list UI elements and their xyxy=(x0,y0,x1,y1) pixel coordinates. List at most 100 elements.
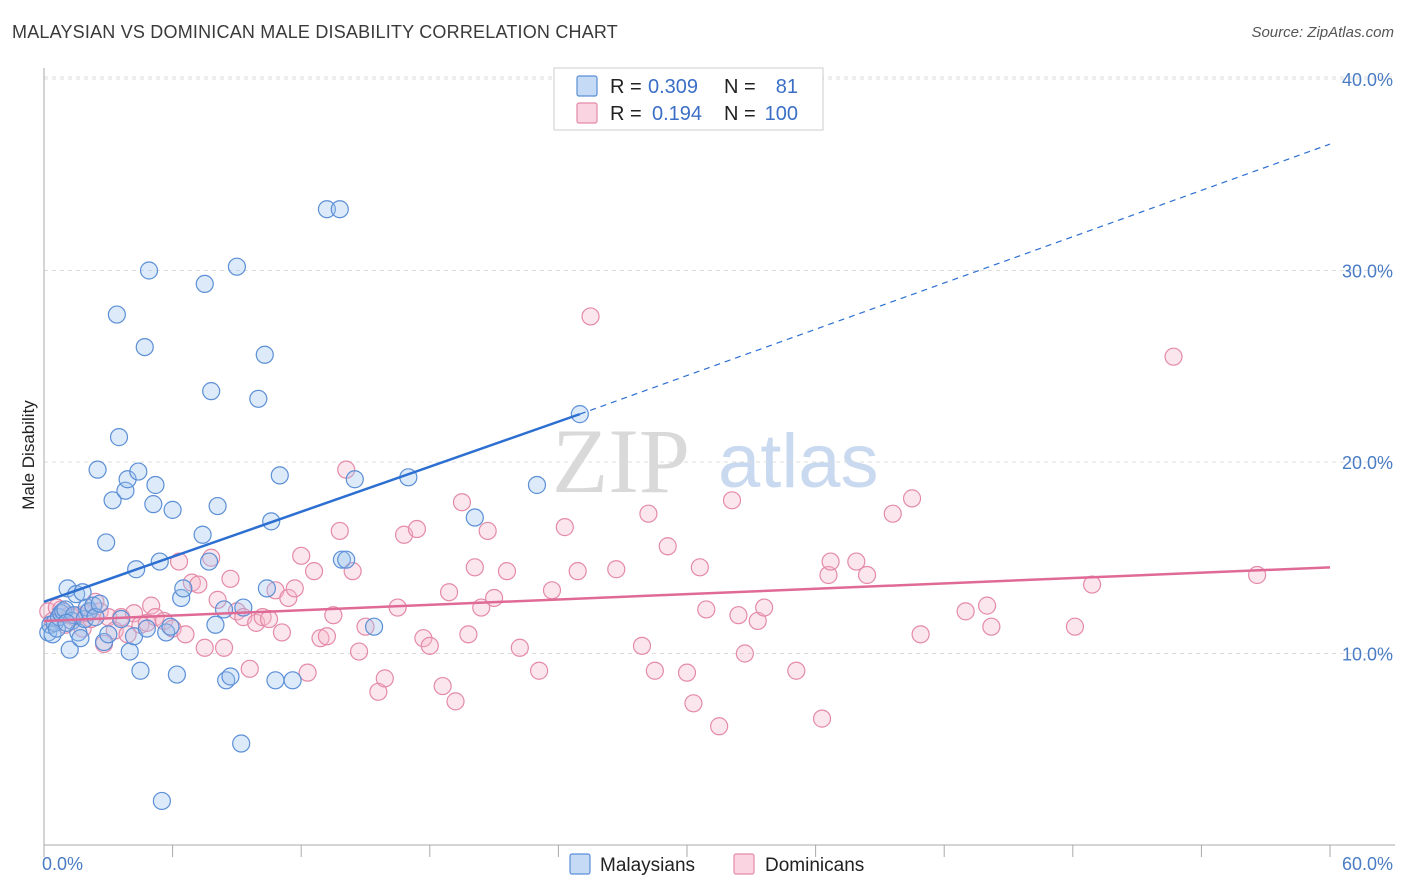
dominicans-trend-line xyxy=(43,566,1331,623)
malaysians-point-77 xyxy=(465,508,484,527)
stats-legend-swatch-malaysians xyxy=(576,75,598,97)
malaysians-point-42 xyxy=(146,475,165,495)
stats-legend-box xyxy=(553,67,824,131)
dominicans-point-105 xyxy=(1065,617,1085,636)
dominicans-point-53 xyxy=(349,642,369,661)
dominicans-point-97 xyxy=(902,489,922,508)
dominicans-point-67 xyxy=(465,558,484,577)
grid-lines xyxy=(44,76,1395,654)
dominicans-point-48 xyxy=(317,627,337,646)
stats-r-label-malaysians: R = xyxy=(610,76,642,98)
malaysians-point-61 xyxy=(232,734,251,753)
malaysians-point-74 xyxy=(345,470,364,489)
dominicans-point-75 xyxy=(555,518,574,537)
dominicans-point-32 xyxy=(214,638,234,657)
malaysians-point-37 xyxy=(131,661,150,680)
malaysians-point-54 xyxy=(202,382,221,401)
malaysians-point-67 xyxy=(266,671,285,690)
malaysians-point-40 xyxy=(139,261,159,280)
malaysians-point-57 xyxy=(214,600,234,619)
dominicans-point-69 xyxy=(478,521,497,541)
malaysians-point-36 xyxy=(129,462,148,481)
malaysians-point-69 xyxy=(283,671,302,690)
dominicans-point-78 xyxy=(607,560,626,579)
dominicans-point-28 xyxy=(189,575,208,594)
y-tick-label-2: 30.0% xyxy=(1342,262,1393,282)
malaysians-points xyxy=(39,200,589,811)
watermark-zip: ZIP xyxy=(552,410,690,512)
dominicans-point-45 xyxy=(298,663,317,682)
malaysians-point-21 xyxy=(86,608,105,627)
dominicans-point-90 xyxy=(735,644,754,663)
malaysians-point-78 xyxy=(527,475,547,495)
dominicans-point-82 xyxy=(658,537,677,556)
stats-r-label-dominicans: R = xyxy=(610,103,642,125)
malaysians-point-39 xyxy=(137,619,156,638)
dominicans-point-84 xyxy=(684,694,703,713)
axes xyxy=(43,68,1395,857)
series-legend: Malaysians Dominicans xyxy=(569,853,864,876)
dominicans-point-72 xyxy=(510,638,529,657)
dominicans-point-65 xyxy=(452,493,472,512)
dominicans-point-62 xyxy=(433,676,452,696)
x-tick-label-min: 0.0% xyxy=(42,854,83,874)
legend-label-dominicans: Dominicans xyxy=(765,855,864,876)
y-tick-label-0: 10.0% xyxy=(1342,645,1393,665)
malaysians-point-27 xyxy=(103,491,122,510)
stats-n-label-dominicans: N = xyxy=(724,103,756,125)
x-tick-label-max: 60.0% xyxy=(1342,854,1393,874)
dominicans-point-92 xyxy=(755,598,774,617)
malaysians-point-33 xyxy=(120,642,139,661)
malaysians-point-46 xyxy=(161,617,180,636)
y-tick-labels: 10.0% 20.0% 30.0% 40.0% xyxy=(1342,70,1393,665)
dominicans-point-94 xyxy=(812,709,832,728)
malaysians-point-68 xyxy=(270,466,289,485)
dominicans-point-56 xyxy=(375,669,394,688)
legend-swatch-malaysians xyxy=(569,853,591,875)
dominicans-point-89 xyxy=(729,606,748,625)
dominicans-point-85 xyxy=(690,558,709,577)
dominicans-point-71 xyxy=(497,562,517,581)
dominicans-point-87 xyxy=(710,717,729,736)
malaysians-point-23 xyxy=(90,594,109,613)
dominicans-point-96 xyxy=(883,504,902,523)
y-axis-title: Male Disability xyxy=(19,400,38,510)
malaysians-point-75 xyxy=(364,617,384,636)
dominicans-point-66 xyxy=(459,625,478,644)
dominicans-point-93 xyxy=(787,661,806,680)
dominicans-point-103 xyxy=(956,602,975,621)
malaysians-point-59 xyxy=(221,667,240,686)
malaysians-point-50 xyxy=(174,579,193,598)
dominicans-point-104 xyxy=(977,596,997,615)
dominicans-point-80 xyxy=(639,504,658,523)
dominicans-point-36 xyxy=(240,659,259,678)
dominicans-point-101 xyxy=(911,625,930,644)
y-tick-label-1: 20.0% xyxy=(1342,453,1393,473)
malaysians-point-15 xyxy=(71,629,90,648)
malaysians-point-41 xyxy=(144,495,163,514)
trend-lines xyxy=(43,143,1331,623)
dominicans-point-107 xyxy=(1164,347,1183,366)
stats-legend-swatch-dominicans xyxy=(576,102,598,124)
stats-n-value-malaysians: 81 xyxy=(776,76,798,98)
malaysians-trend-extension xyxy=(579,143,1331,415)
dominicans-point-25 xyxy=(169,552,189,571)
malaysians-point-65 xyxy=(257,579,277,598)
malaysians-point-25 xyxy=(97,533,116,552)
y-tick-label-3: 40.0% xyxy=(1342,70,1393,90)
malaysians-point-26 xyxy=(99,625,118,644)
malaysians-point-71 xyxy=(330,200,349,219)
dominicans-point-88 xyxy=(722,491,742,510)
page-title: MALAYSIAN VS DOMINICAN MALE DISABILITY C… xyxy=(12,22,618,42)
dominicans-point-76 xyxy=(568,562,587,581)
malaysians-point-28 xyxy=(107,305,126,324)
legend-swatch-dominicans xyxy=(733,853,755,875)
dominicans-point-79 xyxy=(632,636,652,655)
x-tick-labels: 0.0% 60.0% xyxy=(42,854,1393,874)
dominicans-point-21 xyxy=(142,596,161,615)
dominicans-point-43 xyxy=(285,579,304,598)
dominicans-point-77 xyxy=(581,307,600,326)
malaysians-point-73 xyxy=(337,550,356,569)
dominicans-point-42 xyxy=(279,588,298,608)
